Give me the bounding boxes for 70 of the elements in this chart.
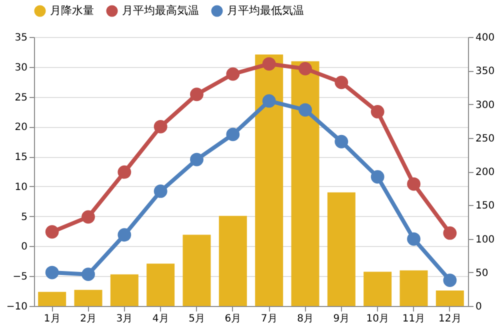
point — [370, 170, 384, 184]
point — [334, 134, 348, 148]
y-tick-label: 35 — [14, 32, 28, 44]
x-tick-label: 10月 — [366, 314, 389, 324]
y2-tick-label: 300 — [476, 100, 495, 111]
x-tick-label: 5月 — [188, 314, 205, 324]
point — [190, 152, 204, 166]
x-tick-label: 9月 — [333, 314, 350, 324]
y-tick-label: −5 — [12, 272, 28, 283]
point — [82, 268, 95, 282]
y-tick-label: 25 — [14, 92, 28, 104]
point — [370, 105, 384, 118]
y2-tick-label: 0 — [476, 302, 482, 312]
y2-tick-label: 400 — [476, 32, 495, 44]
point — [118, 228, 132, 242]
y2-tick-label: 50 — [476, 268, 488, 279]
bar — [110, 274, 138, 306]
bar — [218, 216, 247, 306]
point — [443, 274, 457, 287]
bar — [146, 264, 175, 306]
x-tick-label: 6月 — [224, 314, 242, 324]
point — [226, 67, 240, 81]
bar — [364, 272, 392, 306]
point — [298, 103, 312, 117]
point — [407, 232, 420, 246]
bar — [182, 234, 211, 306]
point — [262, 57, 276, 71]
point — [118, 165, 132, 179]
bar — [38, 292, 66, 306]
y2-tick-label: 150 — [476, 200, 495, 212]
bar — [74, 290, 102, 306]
y2-tick-label: 250 — [476, 133, 495, 144]
legend-label: 月平均最高気温 — [122, 4, 199, 17]
point — [154, 120, 168, 134]
bar — [400, 270, 428, 306]
y2-tick-label: 350 — [476, 66, 495, 78]
bar — [255, 54, 284, 306]
point — [334, 76, 348, 90]
y2-tick-label: 200 — [476, 167, 495, 178]
bar — [327, 192, 356, 306]
x-tick-label: 8月 — [297, 314, 314, 324]
point — [407, 177, 420, 191]
x-tick-label: 4月 — [152, 314, 169, 324]
point — [298, 62, 312, 76]
point — [226, 128, 240, 142]
bar — [436, 290, 464, 306]
point — [262, 94, 276, 108]
legend-label: 月降水量 — [50, 4, 94, 17]
x-tick-label: 3月 — [116, 314, 133, 324]
y-tick-label: 0 — [21, 242, 28, 253]
point — [82, 210, 95, 224]
y-tick-label: −10 — [6, 302, 28, 312]
x-tick-label: 2月 — [80, 314, 96, 324]
point — [190, 88, 204, 102]
point — [45, 266, 59, 280]
x-tick-label: 1月 — [44, 314, 60, 324]
x-tick-label: 11月 — [402, 314, 426, 324]
x-tick-label: 7月 — [260, 314, 278, 324]
y-tick-label: 20 — [14, 122, 28, 134]
y2-tick-label: 100 — [476, 234, 495, 246]
y-tick-label: 30 — [14, 62, 28, 74]
y-tick-label: 10 — [14, 182, 28, 193]
y-tick-label: 5 — [21, 212, 28, 223]
x-tick-label: 12月 — [438, 314, 462, 324]
legend-label: 月平均最低気温 — [227, 4, 304, 17]
point — [154, 184, 168, 198]
point — [45, 225, 59, 239]
point — [443, 226, 457, 240]
y-tick-label: 15 — [14, 152, 28, 164]
bar — [291, 61, 320, 306]
